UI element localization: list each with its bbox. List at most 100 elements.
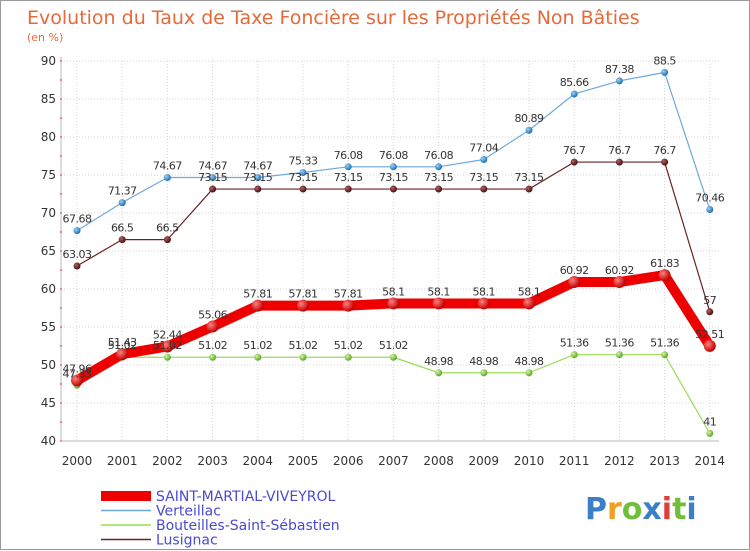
x-tick-2006: 2006: [333, 454, 364, 468]
point-saint-martial-viveyrol-2008: [432, 297, 445, 310]
x-tick-2011: 2011: [559, 454, 590, 468]
y-tick-55: 55: [41, 320, 56, 334]
point-bouteilles-saint-s-bastien-2007: [389, 353, 397, 361]
x-tick-2005: 2005: [288, 454, 319, 468]
point-saint-martial-viveyrol-2013: [658, 269, 671, 282]
data-label-verteillac-2003: 74.67: [198, 160, 227, 173]
data-label-verteillac-2007: 76.08: [379, 149, 408, 162]
point-bouteilles-saint-s-bastien-2011: [570, 351, 578, 359]
logo-letter: t: [672, 492, 686, 527]
data-label-verteillac-2014: 70.46: [695, 192, 724, 205]
y-axis-unit: (en %): [27, 31, 63, 44]
y-tick-75: 75: [41, 168, 56, 182]
data-label-bouteilles-saint-s-bastien-2006: 51.02: [334, 339, 363, 352]
logo-letter: i: [662, 492, 672, 527]
grid: [61, 60, 719, 442]
data-label-verteillac-2009: 77.04: [469, 141, 498, 154]
x-tick-2001: 2001: [107, 454, 138, 468]
point-saint-martial-viveyrol-2003: [206, 320, 219, 333]
data-label-lusignac-2006: 73.15: [334, 171, 363, 184]
data-label-lusignac-2000: 63.03: [63, 248, 92, 261]
data-label-saint-martial-viveyrol-2007: 58.1: [382, 285, 405, 298]
y-tick-labels: 40 45 50 55 60 65 70 75 80 85 90: [41, 54, 56, 448]
data-label-bouteilles-saint-s-bastien-2001: 51.02: [108, 339, 137, 352]
data-label-bouteilles-saint-s-bastien-2013: 51.36: [650, 337, 679, 350]
data-label-saint-martial-viveyrol-2001: 51.43: [108, 336, 137, 349]
point-lusignac-2000: [73, 262, 81, 270]
x-tick-labels: 2000 2001 2002 2003 2004 2005 2006 2007 2008 2009…: [62, 454, 725, 468]
point-verteillac-2011: [570, 90, 578, 98]
data-label-lusignac-2008: 73.15: [424, 171, 453, 184]
data-label-saint-martial-viveyrol-2005: 57.81: [289, 288, 318, 301]
point-verteillac-2012: [615, 77, 623, 85]
data-label-saint-martial-viveyrol-2009: 58.1: [473, 285, 496, 298]
point-verteillac-2006: [344, 163, 352, 171]
logo-letter: i: [686, 492, 696, 527]
data-label-verteillac-2012: 87.38: [605, 63, 634, 76]
point-bouteilles-saint-s-bastien-2014: [706, 429, 714, 437]
point-verteillac-2007: [389, 163, 397, 171]
data-label-bouteilles-saint-s-bastien-2012: 51.36: [605, 337, 634, 350]
x-tick-2003: 2003: [197, 454, 228, 468]
legend-label-saint-martial-viveyrol: SAINT-MARTIAL-VIVEYROL: [156, 489, 335, 505]
logo-letter: o: [622, 492, 643, 527]
legend: SAINT-MARTIAL-VIVEYROLVerteillacBouteill…: [101, 489, 340, 549]
point-bouteilles-saint-s-bastien-2008: [435, 369, 443, 377]
point-bouteilles-saint-s-bastien-2002: [163, 353, 171, 361]
point-bouteilles-saint-s-bastien-2009: [480, 369, 488, 377]
chart-title: Evolution du Taux de Taxe Foncière sur l…: [27, 7, 640, 29]
data-label-lusignac-2002: 66.5: [156, 222, 179, 235]
point-lusignac-2012: [615, 158, 623, 166]
point-verteillac-2000: [73, 227, 81, 235]
data-label-lusignac-2001: 66.5: [111, 222, 134, 235]
point-saint-martial-viveyrol-2004: [251, 299, 264, 312]
data-label-verteillac-2008: 76.08: [424, 149, 453, 162]
x-tick-2009: 2009: [469, 454, 500, 468]
y-tick-45: 45: [41, 396, 56, 410]
point-lusignac-2014: [706, 308, 714, 316]
data-label-verteillac-2011: 85.66: [560, 76, 589, 89]
series-verteillac: [73, 68, 714, 235]
point-lusignac-2001: [118, 236, 126, 244]
point-saint-martial-viveyrol-2011: [568, 276, 581, 289]
point-verteillac-2008: [435, 163, 443, 171]
x-tick-2014: 2014: [695, 454, 726, 468]
logo-text: Proxiti: [585, 492, 697, 527]
point-saint-martial-viveyrol-2010: [523, 297, 535, 310]
point-verteillac-2013: [661, 68, 669, 76]
data-label-saint-martial-viveyrol-2008: 58.1: [427, 285, 450, 298]
series-lusignac: [73, 158, 714, 316]
point-verteillac-2003: [209, 174, 217, 182]
point-saint-martial-viveyrol-2012: [613, 276, 626, 289]
data-label-lusignac-2014: 57: [703, 294, 716, 307]
data-label-saint-martial-viveyrol-2004: 57.81: [243, 288, 272, 301]
x-tick-2008: 2008: [423, 454, 454, 468]
point-lusignac-2006: [344, 185, 352, 193]
point-saint-martial-viveyrol-2002: [161, 340, 174, 353]
x-tick-2012: 2012: [604, 454, 635, 468]
y-tick-65: 65: [41, 244, 56, 258]
point-saint-martial-viveyrol-2000: [71, 374, 83, 387]
point-verteillac-2009: [480, 155, 488, 163]
data-label-bouteilles-saint-s-bastien-2009: 48.98: [469, 355, 498, 368]
data-label-lusignac-2007: 73.15: [379, 171, 408, 184]
y-tick-85: 85: [41, 92, 56, 106]
point-bouteilles-saint-s-bastien-2013: [661, 351, 669, 359]
y-tick-90: 90: [41, 54, 56, 68]
x-tick-2007: 2007: [378, 454, 409, 468]
point-lusignac-2013: [661, 158, 669, 166]
series-saint-martial-viveyrol: [71, 269, 716, 387]
data-label-saint-martial-viveyrol-2010: 58.1: [518, 285, 541, 298]
point-saint-martial-viveyrol-2005: [297, 299, 309, 312]
point-lusignac-2003: [209, 185, 217, 193]
data-label-verteillac-2005: 75.33: [289, 154, 318, 167]
data-label-lusignac-2010: 73.15: [515, 171, 544, 184]
data-label-bouteilles-saint-s-bastien-2005: 51.02: [289, 339, 318, 352]
data-label-lusignac-2013: 76.7: [653, 144, 676, 157]
data-label-lusignac-2003: 73.15: [198, 171, 227, 184]
data-label-bouteilles-saint-s-bastien-2004: 51.02: [243, 339, 272, 352]
point-saint-martial-viveyrol-2001: [116, 348, 129, 361]
x-tick-2002: 2002: [152, 454, 183, 468]
